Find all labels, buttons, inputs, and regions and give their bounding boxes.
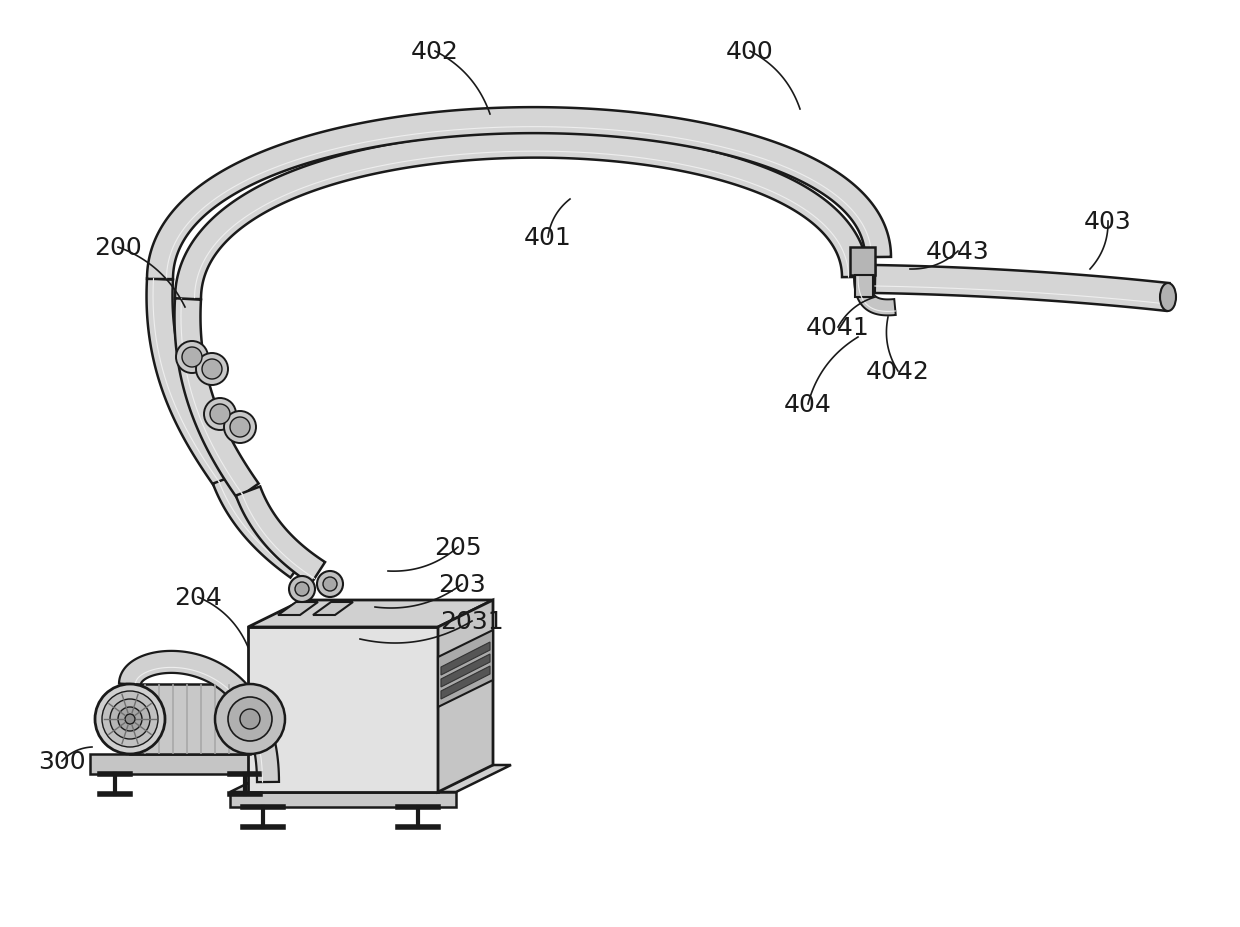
Circle shape [196,353,228,386]
Circle shape [210,404,229,425]
Polygon shape [229,793,456,807]
Text: 4042: 4042 [866,360,930,384]
Polygon shape [229,765,511,793]
Polygon shape [175,133,868,299]
Polygon shape [441,642,490,675]
Circle shape [317,571,343,597]
FancyBboxPatch shape [849,248,875,275]
Text: 200: 200 [94,235,141,260]
Circle shape [224,412,255,443]
Circle shape [241,709,260,730]
Text: 402: 402 [412,40,459,64]
Circle shape [229,417,250,438]
Text: 2031: 2031 [440,609,503,633]
Circle shape [215,684,285,755]
Ellipse shape [1159,284,1176,311]
Polygon shape [119,651,279,782]
Text: 401: 401 [525,226,572,249]
Circle shape [202,360,222,379]
Text: 400: 400 [727,40,774,64]
Polygon shape [854,277,895,316]
Polygon shape [438,601,494,793]
Polygon shape [248,628,438,793]
Circle shape [95,684,165,755]
Polygon shape [91,755,270,774]
Text: 205: 205 [434,536,482,559]
Circle shape [118,707,143,731]
Circle shape [205,399,236,430]
Text: 203: 203 [438,572,486,596]
Circle shape [125,714,135,724]
Circle shape [289,577,315,603]
Polygon shape [175,298,259,499]
Polygon shape [248,601,494,628]
Circle shape [295,582,309,596]
Polygon shape [146,279,236,487]
Polygon shape [236,487,325,584]
Circle shape [102,692,157,747]
Polygon shape [213,475,305,578]
Text: 404: 404 [784,392,832,416]
Circle shape [176,342,208,374]
Polygon shape [130,684,250,755]
Polygon shape [441,654,490,687]
Circle shape [182,348,202,368]
Text: 403: 403 [1084,210,1132,234]
Polygon shape [874,266,1169,311]
Text: 204: 204 [174,585,222,609]
Text: 4041: 4041 [806,316,870,339]
Circle shape [322,578,337,591]
Text: 4043: 4043 [926,240,990,263]
Polygon shape [438,630,494,707]
Polygon shape [278,603,317,616]
Text: 300: 300 [38,749,86,773]
Circle shape [110,699,150,739]
Polygon shape [148,108,892,280]
Polygon shape [441,667,490,699]
FancyBboxPatch shape [856,275,873,298]
Circle shape [228,697,272,742]
Polygon shape [312,603,353,616]
